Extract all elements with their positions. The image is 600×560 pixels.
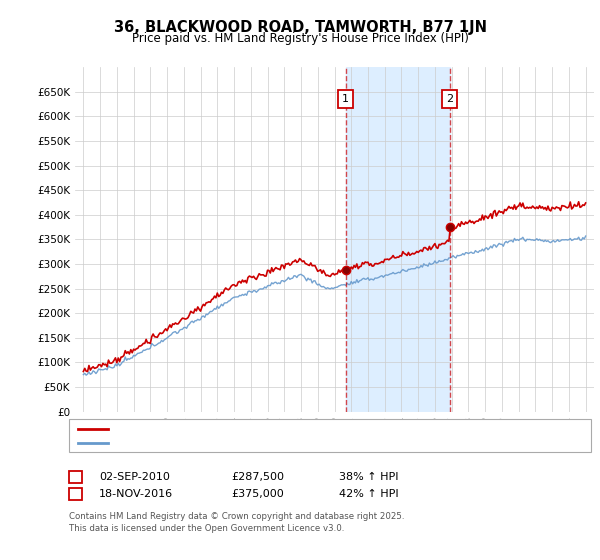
Text: 18-NOV-2016: 18-NOV-2016 [99,489,173,499]
Text: £375,000: £375,000 [231,489,284,499]
Text: Contains HM Land Registry data © Crown copyright and database right 2025.
This d: Contains HM Land Registry data © Crown c… [69,512,404,533]
Text: 36, BLACKWOOD ROAD, TAMWORTH, B77 1JN (detached house): 36, BLACKWOOD ROAD, TAMWORTH, B77 1JN (d… [114,424,446,434]
Text: HPI: Average price, detached house, Tamworth: HPI: Average price, detached house, Tamw… [114,438,358,448]
Text: 42% ↑ HPI: 42% ↑ HPI [339,489,398,499]
Bar [346,67,449,412]
Text: 1: 1 [72,472,79,482]
Text: 38% ↑ HPI: 38% ↑ HPI [339,472,398,482]
Text: 2: 2 [446,94,453,104]
Text: 1: 1 [342,94,349,104]
Text: 02-SEP-2010: 02-SEP-2010 [99,472,170,482]
Text: £287,500: £287,500 [231,472,284,482]
Text: 36, BLACKWOOD ROAD, TAMWORTH, B77 1JN: 36, BLACKWOOD ROAD, TAMWORTH, B77 1JN [113,20,487,35]
Text: Price paid vs. HM Land Registry's House Price Index (HPI): Price paid vs. HM Land Registry's House … [131,32,469,45]
Text: 2: 2 [72,489,79,499]
